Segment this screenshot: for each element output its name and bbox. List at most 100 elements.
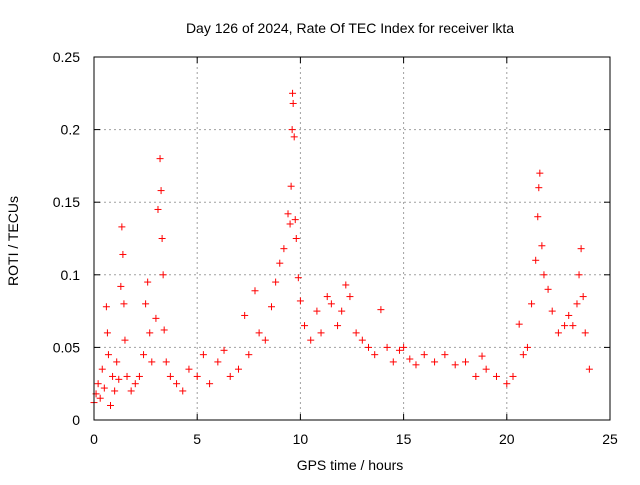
data-point-plus [540,271,548,279]
data-point-plus [166,372,174,380]
data-point-plus [412,361,420,369]
data-point-plus [462,358,470,366]
data-point-plus [241,311,249,319]
data-point-plus [400,343,408,351]
x-tick-label: 25 [602,431,618,447]
data-point-plus [290,133,298,141]
data-point-plus [148,358,156,366]
data-point-plus [154,205,162,213]
data-point-plus [515,320,523,328]
data-point-plus [104,351,112,359]
data-point-plus [358,336,366,344]
data-point-plus [272,278,280,286]
x-tick-label: 15 [396,431,412,447]
data-point-plus [94,380,102,388]
data-point-plus [548,307,556,315]
data-point-plus [431,358,439,366]
data-point-plus [535,184,543,192]
data-point-plus [117,282,125,290]
data-point-plus [121,336,129,344]
data-point-plus [523,343,531,351]
data-point-plus [296,297,304,305]
data-point-plus [389,358,397,366]
data-point-plus [544,285,552,293]
data-point-plus [579,293,587,301]
data-point-plus [577,245,585,253]
data-point-plus [118,223,126,231]
data-point-plus [371,351,379,359]
data-point-plus [245,351,253,359]
data-point-plus [327,300,335,308]
data-point-plus [451,361,459,369]
data-point-plus [575,271,583,279]
y-tick-label: 0.25 [53,49,80,65]
data-point-plus [291,216,299,224]
data-point-plus [294,274,302,282]
data-point-plus [185,365,193,373]
y-tick-label: 0.15 [53,194,80,210]
data-point-plus [554,329,562,337]
data-point-plus [383,343,391,351]
data-point-plus [565,311,573,319]
data-point-plus [538,242,546,250]
y-tick-label: 0.05 [53,339,80,355]
data-point-plus [280,245,288,253]
data-point-plus [268,303,276,311]
data-point-plus [102,303,110,311]
data-point-plus [113,358,121,366]
data-point-plus [573,300,581,308]
data-point-plus [478,352,486,360]
data-point-plus [206,380,214,388]
axes-layer: 0 5 10 15 20 25 0 0.05 0.1 0.15 0.2 0.25 [53,49,618,447]
data-point-plus [107,401,115,409]
data-point-plus [158,235,166,242]
data-point-plus [289,99,297,107]
data-point-plus [193,372,201,380]
data-point-plus [292,235,300,242]
data-point-plus [519,351,527,359]
data-point-plus [127,387,135,395]
data-point-plus [100,384,108,392]
data-point-plus [199,351,207,359]
data-point-plus [276,259,284,267]
data-point-plus [317,329,325,337]
data-point-plus [561,322,569,330]
data-point-plus [152,314,160,322]
y-tick-label: 0.2 [61,122,81,138]
data-point-plus [109,372,117,380]
data-point-plus [179,387,187,395]
data-point-plus [162,358,170,366]
data-point-plus [119,250,127,258]
data-point-plus [226,372,234,380]
data-point-plus [261,336,269,344]
data-point-plus [289,89,297,97]
data-point-plus [528,300,536,308]
data-point-plus [111,387,119,395]
x-tick-label: 5 [193,431,201,447]
data-point-plus [503,380,511,388]
data-point-plus [301,322,309,330]
data-point-plus [288,126,296,134]
data-point-plus [472,372,480,380]
data-point-plus [365,343,373,351]
data-point-plus [157,187,165,195]
data-point-plus [509,372,517,380]
data-point-plus [96,394,104,402]
data-point-plus [581,329,589,337]
plot-frame [93,56,611,421]
data-point-plus [569,322,577,330]
data-point-plus [334,322,342,330]
data-point-plus [135,372,143,380]
data-point-plus [173,380,181,388]
data-point-plus [287,182,295,190]
data-point-plus [123,372,131,380]
data-point-plus [441,351,449,359]
data-point-plus [120,300,128,308]
data-point-plus [532,256,540,264]
data-point-plus [420,351,428,359]
data-point-plus [251,287,259,295]
data-point-plus [536,169,544,177]
data-point-plus [146,329,154,337]
